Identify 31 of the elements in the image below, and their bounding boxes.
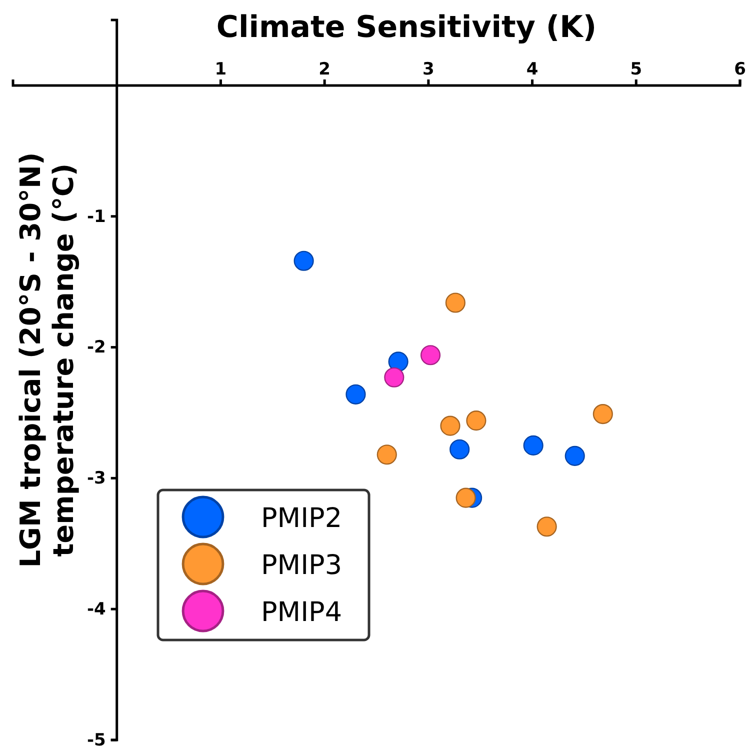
y-axis-title: LGM tropical (20°S - 30°N) temperature change (°C) [14,152,80,568]
chart-title: Climate Sensitivity (K) [216,10,597,45]
y-tick-label: -1 [86,206,106,227]
x-tick-label: 6 [734,59,746,80]
point [466,410,486,431]
y-tick-label: -2 [86,338,106,358]
point [420,345,441,366]
point [384,367,404,388]
point [450,439,470,460]
x-tick-label: 3 [422,59,434,80]
point [564,446,585,466]
point [440,416,460,436]
y-tick-label: -3 [86,468,106,489]
point [294,250,314,271]
x-tick-label: 5 [630,59,642,80]
y-tick-label: -5 [86,730,106,749]
legend-label: PMIP4 [261,597,342,628]
point [592,404,613,424]
point [445,292,466,313]
point [456,488,476,508]
point [523,435,544,456]
y-tick-label: -4 [86,600,106,620]
point [376,444,397,465]
point [536,516,557,537]
x-tick-label: 2 [318,59,330,80]
x-tick-label: 4 [526,59,538,80]
point [346,384,366,404]
legend-label: PMIP3 [261,550,342,581]
legend-label: PMIP2 [261,503,342,534]
point [388,352,408,372]
x-tick-label: 1 [214,59,227,80]
